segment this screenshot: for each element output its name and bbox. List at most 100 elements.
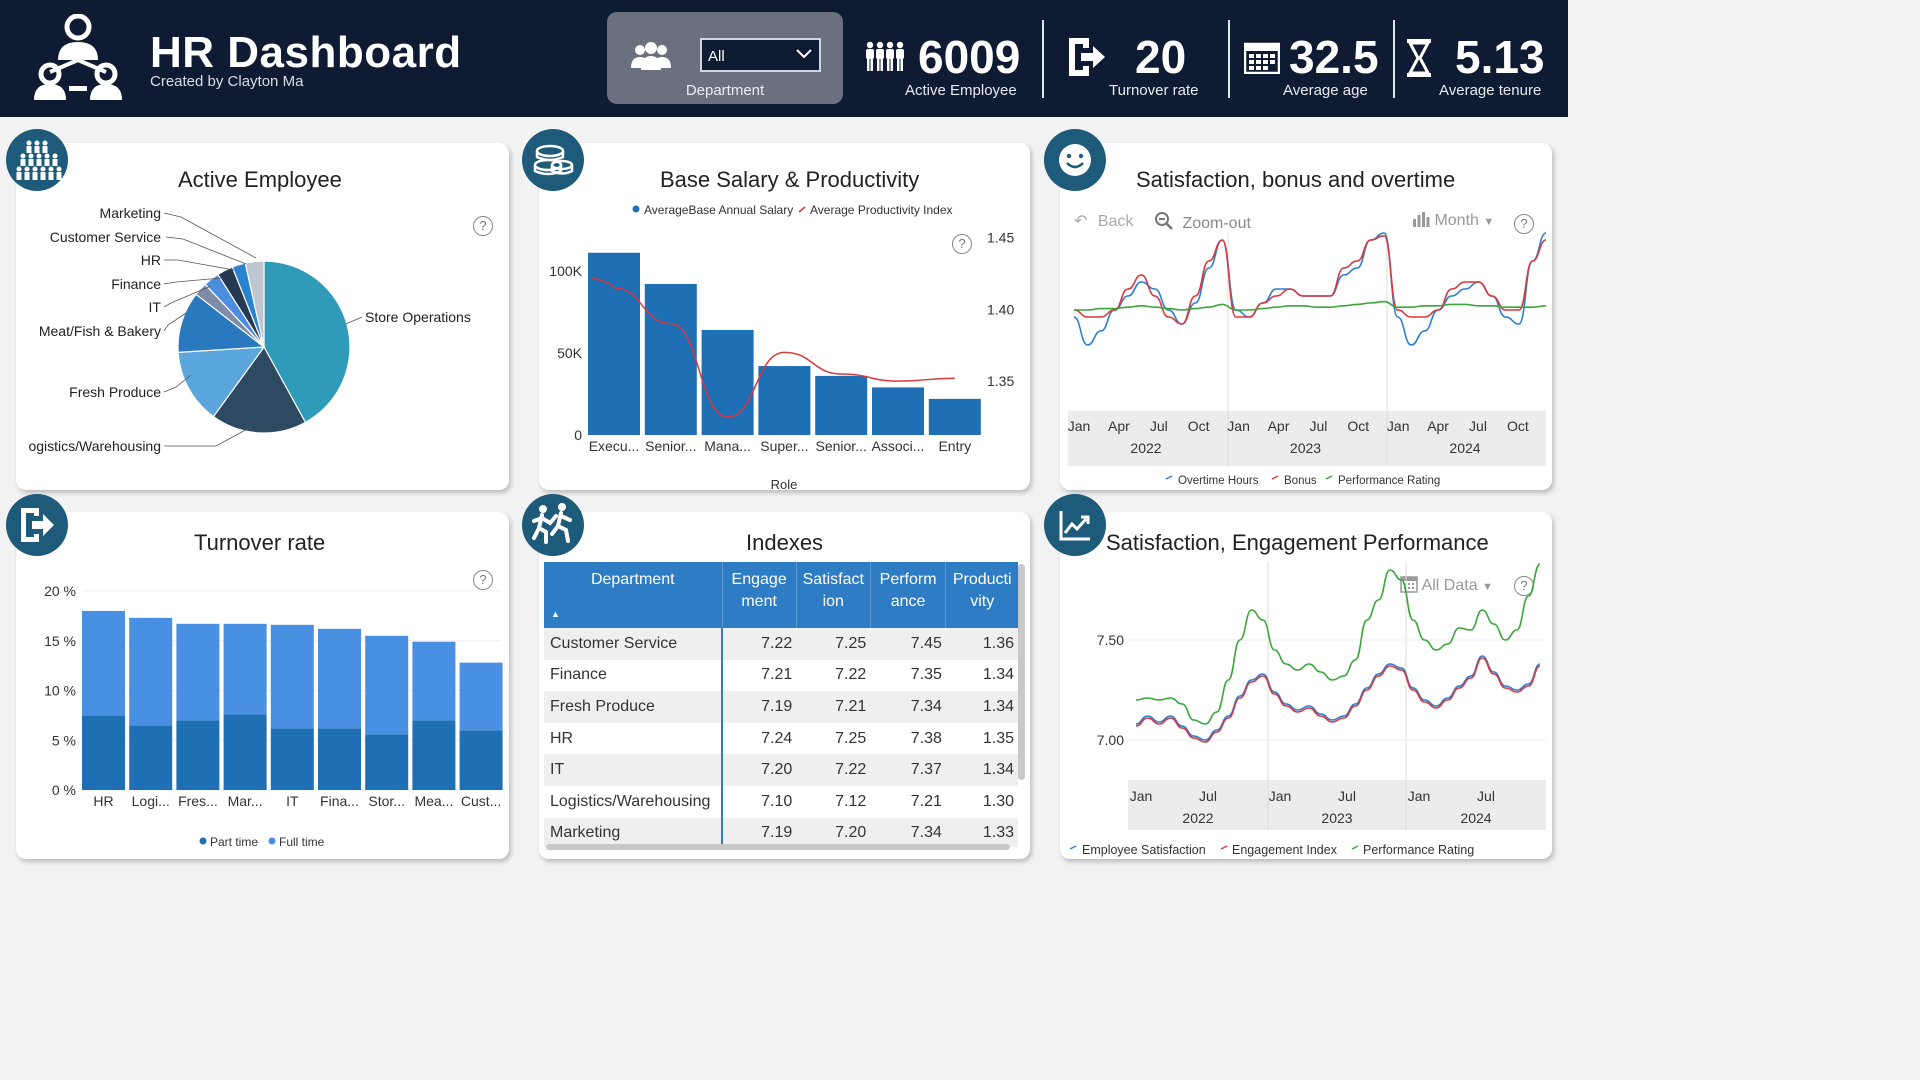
turnover-bar-part-time[interactable]: [459, 730, 503, 790]
series-line[interactable]: [1073, 234, 1547, 325]
x-tick-month: Apr: [1427, 418, 1449, 434]
turnover-bar-full-time[interactable]: [176, 623, 220, 721]
table-row[interactable]: Marketing 7.19 7.20 7.34 1.33: [544, 817, 1018, 847]
help-icon[interactable]: ?: [1514, 214, 1534, 234]
salary-y2-tick: 1.45: [987, 229, 1014, 245]
leader-line: [345, 316, 363, 325]
turnover-bar-part-time[interactable]: [270, 728, 314, 790]
help-icon[interactable]: ?: [473, 570, 493, 590]
column-header-performance[interactable]: Perform ance: [870, 562, 947, 628]
zoom-out-button[interactable]: Zoom-out: [1154, 211, 1251, 233]
active-employee-pie-chart: Marketing Customer Service HR Finance IT…: [28, 205, 470, 454]
series-line[interactable]: [1073, 232, 1547, 346]
pie-label-marketing: Marketing: [100, 205, 161, 221]
turnover-bar-full-time[interactable]: [459, 662, 503, 731]
turnover-bar-part-time[interactable]: [129, 725, 173, 790]
turnover-bar-part-time[interactable]: [176, 720, 220, 790]
turnover-bar-full-time[interactable]: [412, 641, 456, 721]
pie-slice[interactable]: [244, 260, 265, 348]
pie-slice[interactable]: [177, 346, 266, 418]
x-tick-month: Apr: [1108, 418, 1130, 434]
x-tick-month: Jan: [1269, 788, 1292, 804]
table-cell-value: 7.38: [910, 729, 942, 747]
series-line[interactable]: [1135, 655, 1541, 741]
column-header-engagement[interactable]: Engage ment: [722, 562, 797, 628]
pie-label-it: IT: [149, 299, 162, 315]
leader-line: [163, 374, 192, 393]
salary-productivity-title: Base Salary & Productivity: [660, 167, 920, 192]
turnover-x-tick: Mar...: [228, 793, 263, 809]
turnover-x-tick: IT: [286, 793, 299, 809]
turnover-bar-full-time[interactable]: [270, 624, 314, 729]
table-horizontal-scrollbar[interactable]: [546, 844, 1010, 850]
sep-card: Satisfaction, Engagement Performance All…: [1060, 512, 1552, 859]
salary-x-tick: Super...: [760, 438, 808, 454]
table-row[interactable]: Fresh Produce 7.19 7.21 7.34 1.34: [544, 691, 1018, 723]
column-header-productivity[interactable]: Producti vity: [945, 562, 1018, 628]
pie-slice[interactable]: [263, 260, 351, 424]
table-row[interactable]: IT 7.20 7.22 7.37 1.34: [544, 754, 1018, 786]
pie-slice[interactable]: [177, 293, 266, 354]
help-icon[interactable]: ?: [952, 234, 972, 254]
turnover-bar-full-time[interactable]: [365, 635, 409, 735]
column-header-satisfaction[interactable]: Satisfact ion: [796, 562, 871, 628]
table-row[interactable]: Customer Service 7.22 7.25 7.45 1.36: [544, 628, 1018, 660]
table-row[interactable]: Finance 7.21 7.22 7.35 1.34: [544, 659, 1018, 692]
table-cell-value: 7.21: [761, 666, 793, 684]
turnover-bar-part-time[interactable]: [412, 720, 456, 790]
leader-line: [163, 277, 222, 285]
turnover-bar-part-time[interactable]: [318, 728, 361, 790]
salary-x-tick: Execu...: [589, 438, 640, 454]
table-vertical-scrollbar[interactable]: [1018, 564, 1025, 780]
turnover-bar-full-time[interactable]: [223, 623, 267, 715]
back-button[interactable]: ↶ Back: [1074, 211, 1133, 231]
legend-full-time: Full time: [279, 835, 325, 849]
sep-y-tick: 7.50: [1097, 632, 1124, 648]
indexes-table-container[interactable]: Department ▲ Engage ment Satisfact ion P…: [544, 562, 1018, 847]
x-tick-year: 2024: [1449, 440, 1480, 456]
salary-bar[interactable]: [815, 375, 868, 435]
turnover-bar-part-time[interactable]: [223, 714, 267, 790]
legend-line-performance: [1325, 475, 1333, 480]
table-row[interactable]: HR 7.24 7.25 7.38 1.35: [544, 722, 1018, 755]
zoom-out-icon: [1155, 212, 1173, 230]
salary-bar[interactable]: [588, 252, 640, 435]
series-line[interactable]: [1135, 657, 1541, 743]
legend-line-bonus: [1271, 475, 1279, 480]
series-line[interactable]: [1074, 300, 1547, 311]
crowd-icon: [16, 140, 62, 180]
table-cell-value: 7.19: [761, 697, 793, 715]
turnover-bar-full-time[interactable]: [82, 610, 125, 716]
salary-bar[interactable]: [701, 329, 754, 435]
x-tick-month: Jan: [1068, 418, 1091, 434]
legend-line-overtime: [1165, 475, 1173, 480]
pie-label-hr: HR: [141, 252, 161, 268]
table-cell-value: 1.33: [982, 824, 1014, 842]
salary-bar[interactable]: [928, 398, 981, 435]
series-line[interactable]: [1135, 563, 1541, 725]
salary-bar[interactable]: [758, 366, 811, 435]
table-row[interactable]: Logistics/Warehousing 7.10 7.12 7.21 1.30: [544, 785, 1018, 818]
turnover-bar-full-time[interactable]: [318, 628, 361, 729]
zoom-out-label: Zoom-out: [1182, 215, 1251, 232]
granularity-dropdown[interactable]: Month ▼: [1412, 211, 1494, 230]
column-header-department[interactable]: Department ▲: [544, 562, 723, 628]
sort-asc-icon: ▲: [551, 609, 560, 619]
turnover-bar-full-time[interactable]: [129, 617, 173, 726]
help-icon[interactable]: ?: [473, 216, 493, 236]
pie-slice[interactable]: [212, 345, 307, 434]
org-chart-icon: [34, 14, 122, 100]
kpi-average-tenure-label: Average tenure: [1439, 82, 1542, 99]
leader-line: [164, 426, 252, 447]
turnover-bar-part-time[interactable]: [365, 734, 409, 790]
turnover-bar-part-time[interactable]: [82, 715, 125, 790]
kpi-active-employee-label: Active Employee: [905, 82, 1017, 99]
kpi-average-age-label: Average age: [1283, 82, 1368, 99]
table-cell-department: Customer Service: [544, 628, 723, 660]
table-cell-department: IT: [544, 754, 723, 786]
salary-bar[interactable]: [872, 387, 924, 435]
sep-y-tick: 7.00: [1097, 732, 1124, 748]
turnover-y-tick: 5 %: [52, 732, 76, 748]
salary-bar[interactable]: [644, 283, 697, 435]
department-dropdown[interactable]: All: [700, 38, 821, 72]
